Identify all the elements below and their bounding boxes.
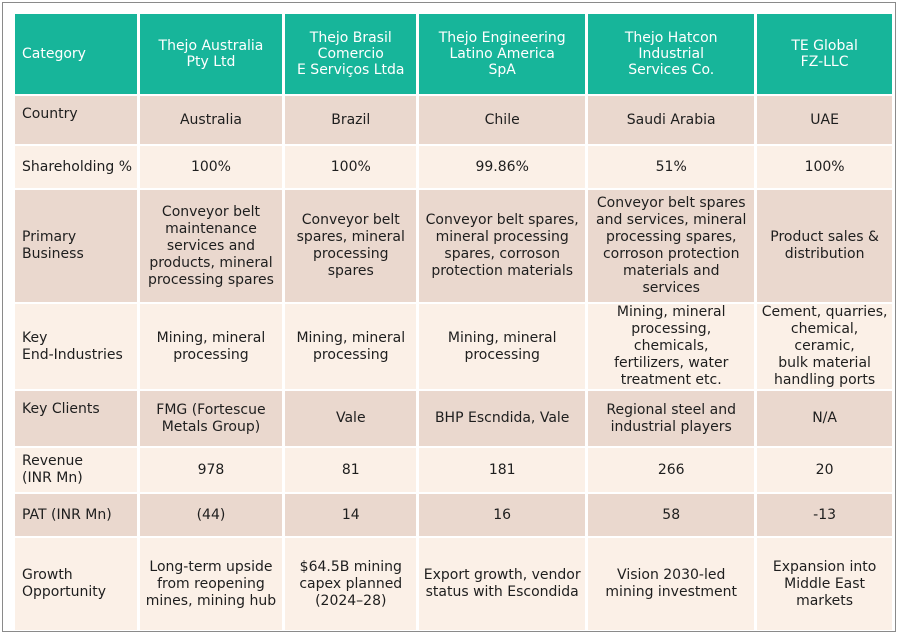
table-cell: Expansion into Middle East markets — [757, 538, 892, 630]
table-cell: Export growth, vendor status with Escond… — [419, 538, 586, 630]
header-company: TE Global FZ-LLC — [757, 14, 892, 94]
table-cell: Conveyor belt maintenance services and p… — [139, 190, 283, 302]
row-label: PAT (INR Mn) — [15, 494, 137, 536]
table-cell: 181 — [419, 448, 586, 492]
table-row: Growth Opportunity Long-term upside from… — [15, 538, 892, 630]
table-cell: 100% — [285, 146, 417, 188]
table-cell: (44) — [139, 494, 283, 536]
table-cell: UAE — [757, 96, 892, 144]
header-company: Thejo Brasil Comercio E Serviços Ltda — [285, 14, 417, 94]
table-cell: 58 — [588, 494, 755, 536]
table-cell: 14 — [285, 494, 417, 536]
header-company: Thejo Engineering Latino America SpA — [419, 14, 586, 94]
table-cell: Vision 2030-led mining investment — [588, 538, 755, 630]
table-cell: Conveyor belt spares, mineral processing… — [419, 190, 586, 302]
table-row: Key Clients FMG (Fortescue Metals Group)… — [15, 391, 892, 446]
header-row: Category Thejo Australia Pty Ltd Thejo B… — [15, 14, 892, 94]
header-company: Thejo Australia Pty Ltd — [139, 14, 283, 94]
table-cell: Cement, quarries, chemical, ceramic, bul… — [757, 304, 892, 389]
table-cell: $64.5B mining capex planned (2024–28) — [285, 538, 417, 630]
table-cell: Australia — [139, 96, 283, 144]
table-cell: 978 — [139, 448, 283, 492]
table-cell: FMG (Fortescue Metals Group) — [139, 391, 283, 446]
table-cell: Product sales & distribution — [757, 190, 892, 302]
table-cell: Saudi Arabia — [588, 96, 755, 144]
table-cell: Mining, mineral processing — [419, 304, 586, 389]
row-label: Key End-Industries — [15, 304, 137, 389]
table-row: Primary Business Conveyor belt maintenan… — [15, 190, 892, 302]
table-cell: 81 — [285, 448, 417, 492]
table-cell: 266 — [588, 448, 755, 492]
row-label: Growth Opportunity — [15, 538, 137, 630]
table-cell: Chile — [419, 96, 586, 144]
table-cell: N/A — [757, 391, 892, 446]
table-row: PAT (INR Mn) (44) 14 16 58 -13 — [15, 494, 892, 536]
table-cell: Conveyor belt spares, mineral processing… — [285, 190, 417, 302]
table-cell: Vale — [285, 391, 417, 446]
table-cell: BHP Escndida, Vale — [419, 391, 586, 446]
table-cell: Brazil — [285, 96, 417, 144]
table-cell: 16 — [419, 494, 586, 536]
table-row: Revenue (INR Mn) 978 81 181 266 20 — [15, 448, 892, 492]
table-cell: 51% — [588, 146, 755, 188]
table-cell: Regional steel and industrial players — [588, 391, 755, 446]
table-cell: -13 — [757, 494, 892, 536]
subsidiaries-table: Category Thejo Australia Pty Ltd Thejo B… — [12, 12, 895, 632]
table-cell: 99.86% — [419, 146, 586, 188]
header-category: Category — [15, 14, 137, 94]
row-label: Primary Business — [15, 190, 137, 302]
row-label: Country — [15, 96, 137, 144]
row-label: Shareholding % — [15, 146, 137, 188]
row-label: Key Clients — [15, 391, 137, 446]
table-cell: 100% — [139, 146, 283, 188]
table-cell: Mining, mineral processing — [285, 304, 417, 389]
table-cell: Conveyor belt spares and services, miner… — [588, 190, 755, 302]
table-row: Key End-Industries Mining, mineral proce… — [15, 304, 892, 389]
table-cell: Long-term upside from reopening mines, m… — [139, 538, 283, 630]
table-row: Shareholding % 100% 100% 99.86% 51% 100% — [15, 146, 892, 188]
table-cell: 20 — [757, 448, 892, 492]
row-label: Revenue (INR Mn) — [15, 448, 137, 492]
table-row: Country Australia Brazil Chile Saudi Ara… — [15, 96, 892, 144]
header-company: Thejo Hatcon Industrial Services Co. — [588, 14, 755, 94]
table-cell: 100% — [757, 146, 892, 188]
table-cell: Mining, mineral processing — [139, 304, 283, 389]
table-cell: Mining, mineral processing, chemicals, f… — [588, 304, 755, 389]
